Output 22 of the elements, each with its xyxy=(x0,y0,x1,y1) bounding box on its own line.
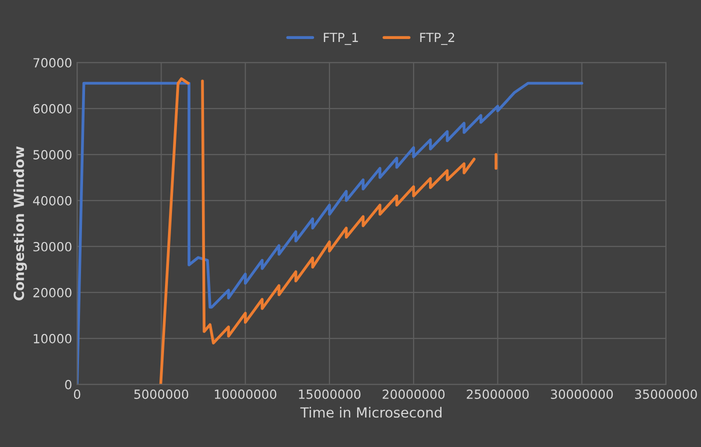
y-tick-label: 10000 xyxy=(34,334,72,344)
y-tick-label: 50000 xyxy=(33,150,72,160)
line-series xyxy=(77,82,584,384)
y-tick-label: 70000 xyxy=(34,58,72,68)
y-tick-label: 20000 xyxy=(33,288,72,298)
y-tick-label: 0 xyxy=(65,380,72,390)
y-tick-label: 60000 xyxy=(33,104,72,114)
x-tick-label: 25000000 xyxy=(466,390,529,399)
x-axis-title: Time in Microsecond xyxy=(300,406,442,418)
legend-label: FTP_2 xyxy=(420,32,454,45)
x-tick-label: 15000000 xyxy=(299,390,360,399)
x-tick-label: 0 xyxy=(74,390,80,399)
line-series xyxy=(201,80,476,344)
y-tick-label: 40000 xyxy=(33,196,72,206)
x-tick-label: 35000000 xyxy=(635,390,697,399)
x-tick-label: 10000000 xyxy=(214,390,276,399)
x-tick-label: 5000000 xyxy=(134,390,188,399)
legend-label: FTP_1 xyxy=(324,32,358,45)
y-axis-title: Congestion Window xyxy=(13,146,27,300)
x-tick-label: 30000000 xyxy=(550,390,613,399)
y-tick-label: 30000 xyxy=(33,242,72,252)
x-tick-label: 20000000 xyxy=(382,390,445,399)
